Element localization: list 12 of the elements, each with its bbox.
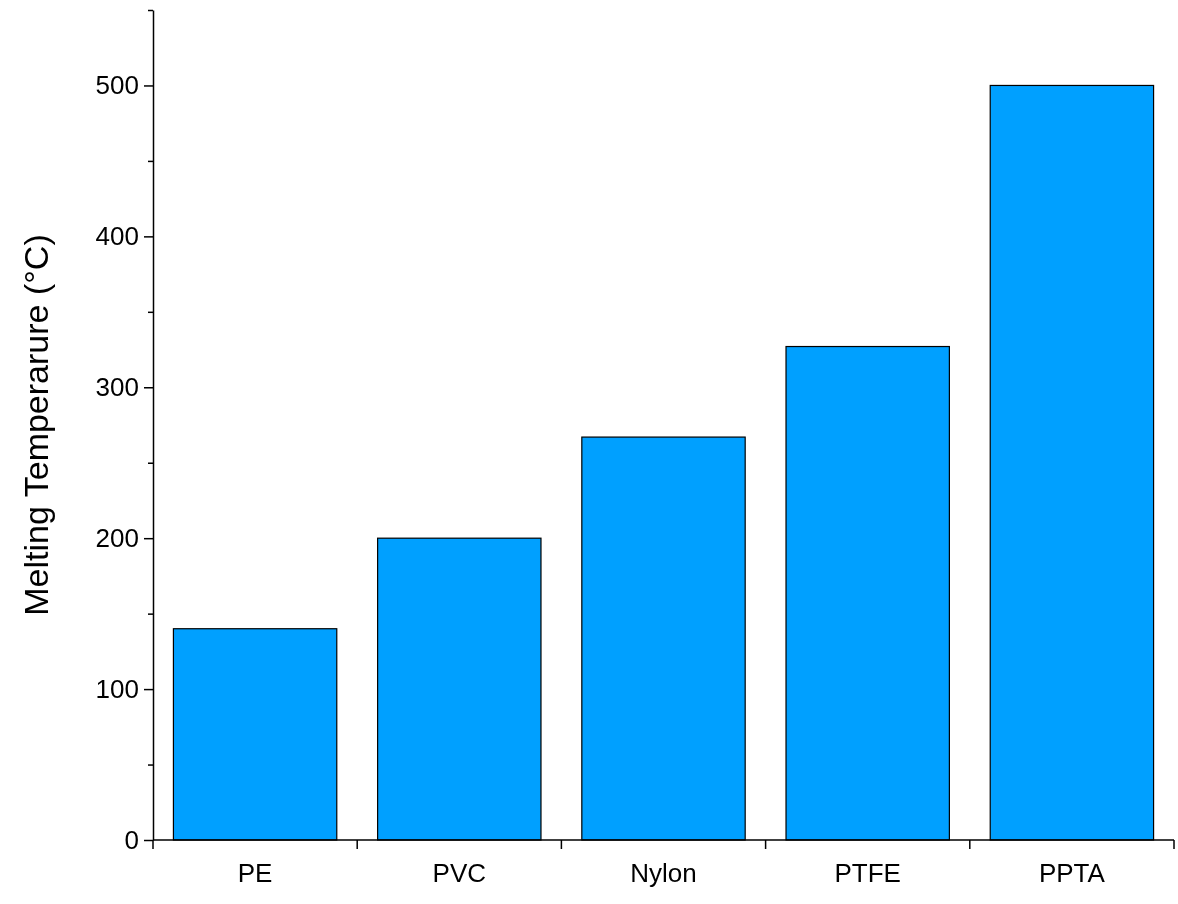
y-tick-label: 100: [95, 673, 139, 704]
y-tick-label: 400: [95, 221, 139, 252]
x-tick-label: PPTA: [1038, 858, 1106, 888]
x-tick-label: Nylon: [630, 858, 697, 888]
x-tick-label: PE: [237, 858, 273, 888]
y-tick-label: 200: [95, 523, 139, 553]
y-tick-label: 0: [124, 824, 139, 855]
x-tick-label: PVC: [432, 858, 487, 888]
y-axis-title: Melting Temperarure (°C): [17, 234, 55, 616]
y-tick-label: 500: [95, 70, 139, 101]
y-tick-label: 300: [95, 372, 139, 403]
x-tick-label: PTFE: [834, 858, 901, 888]
